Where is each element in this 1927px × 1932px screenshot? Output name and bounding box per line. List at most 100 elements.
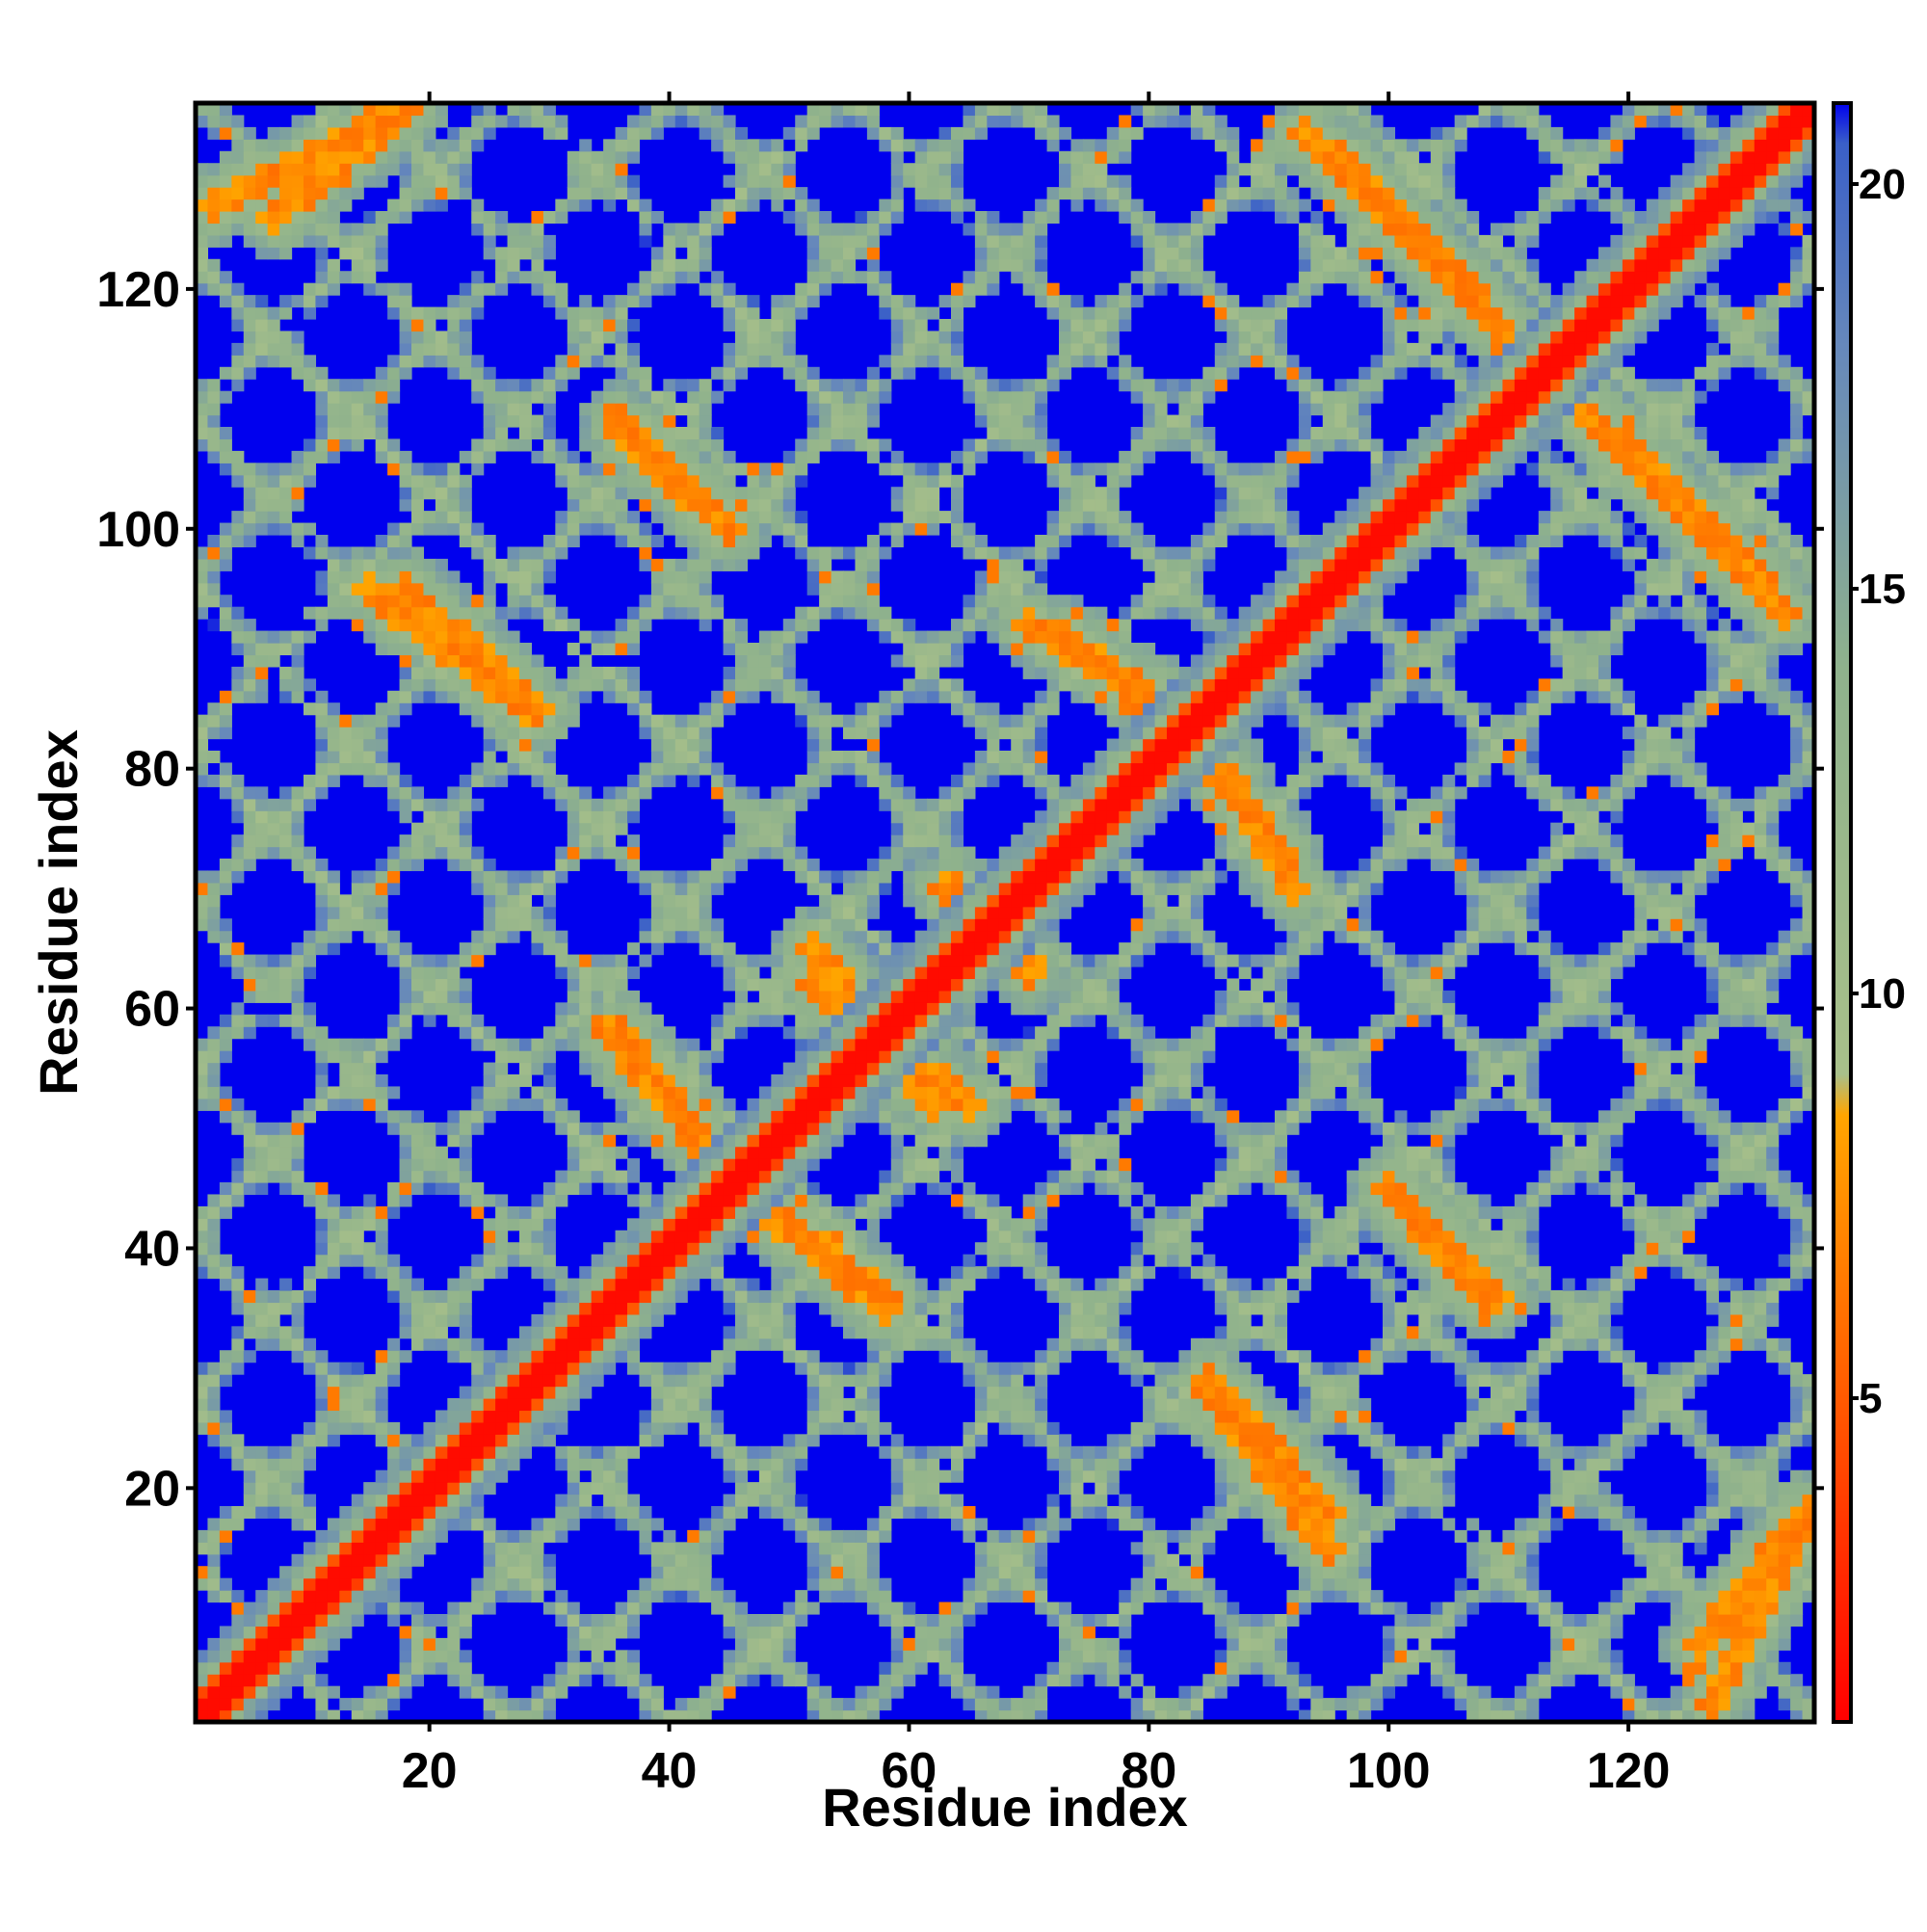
heatmap-cell <box>1262 954 1276 967</box>
heatmap-cell <box>1059 1637 1072 1651</box>
heatmap-cell <box>1227 978 1240 992</box>
heatmap-cell <box>1478 1398 1491 1412</box>
heatmap-cell <box>1262 1529 1276 1543</box>
heatmap-cell <box>998 1362 1012 1375</box>
heatmap-cell <box>459 1661 472 1675</box>
heatmap-cell <box>267 1134 280 1148</box>
heatmap-cell <box>1729 1482 1743 1495</box>
heatmap-cell <box>363 918 377 932</box>
heatmap-cell <box>363 906 377 919</box>
heatmap-cell <box>196 1218 209 1231</box>
heatmap-cell <box>1334 1590 1348 1603</box>
heatmap-cell <box>255 1445 269 1459</box>
heatmap-cell <box>399 1350 412 1363</box>
heatmap-cell <box>914 1014 928 1027</box>
heatmap-cell <box>531 1434 544 1447</box>
heatmap-cell <box>1682 1050 1696 1064</box>
heatmap-cell <box>1310 1458 1324 1471</box>
heatmap-cell <box>1682 1230 1696 1243</box>
heatmap-cell <box>1790 1566 1804 1579</box>
heatmap-cell <box>531 1337 544 1351</box>
heatmap-cell <box>1251 1410 1264 1423</box>
heatmap-cell <box>219 1685 232 1699</box>
heatmap-cell <box>542 1398 556 1412</box>
heatmap-cell <box>1359 1566 1372 1579</box>
heatmap-cell <box>627 1026 641 1040</box>
heatmap-cell <box>855 1553 868 1567</box>
heatmap-cell <box>1046 1601 1060 1615</box>
heatmap-cell <box>1406 1182 1419 1196</box>
heatmap-cell <box>819 1590 832 1603</box>
heatmap-cell <box>1238 990 1252 1003</box>
heatmap-cell <box>591 1050 604 1064</box>
heatmap-cell <box>1119 1098 1132 1111</box>
heatmap-cell <box>255 1650 269 1663</box>
heatmap-cell <box>663 906 676 919</box>
heatmap-cell <box>579 1170 593 1183</box>
heatmap-cell <box>1035 1074 1048 1088</box>
heatmap-cell <box>1442 1302 1456 1315</box>
heatmap-cell <box>1586 1494 1599 1507</box>
heatmap-cell <box>723 1614 736 1628</box>
heatmap-cell <box>1729 1014 1743 1027</box>
heatmap-cell <box>963 1506 976 1520</box>
heatmap-cell <box>1406 1254 1419 1267</box>
heatmap-cell <box>1275 1445 1288 1459</box>
heatmap-cell <box>771 1661 784 1675</box>
heatmap-cell <box>1214 1290 1227 1304</box>
heatmap-cell <box>1106 1170 1120 1183</box>
heatmap-cell <box>483 1266 496 1280</box>
heatmap-cell <box>711 1158 725 1172</box>
heatmap-cell <box>255 1278 269 1291</box>
heatmap-cell <box>1526 1374 1540 1388</box>
heatmap-cell <box>339 1421 353 1435</box>
heatmap-cell <box>987 1529 1000 1543</box>
heatmap-cell <box>855 918 868 932</box>
heatmap-cell <box>1202 1266 1216 1280</box>
heatmap-cell <box>1022 1386 1036 1399</box>
heatmap-cell <box>1298 1566 1311 1579</box>
heatmap-cell <box>1418 1614 1432 1628</box>
heatmap-cell <box>1454 1086 1467 1099</box>
heatmap-cell <box>255 1614 269 1628</box>
heatmap-cell <box>1550 1458 1564 1471</box>
heatmap-cell <box>363 1698 377 1711</box>
heatmap-cell <box>1334 1062 1348 1075</box>
heatmap-cell <box>1538 1458 1551 1471</box>
heatmap-cell <box>1346 1698 1359 1711</box>
heatmap-cell <box>579 1302 593 1315</box>
heatmap-cell <box>579 978 593 992</box>
heatmap-cell <box>1574 1158 1588 1172</box>
heatmap-cell <box>1610 1122 1623 1135</box>
heatmap-cell <box>1011 1542 1024 1555</box>
heatmap-cell <box>1286 1553 1300 1567</box>
heatmap-cell <box>1766 1146 1780 1159</box>
heatmap-cell <box>639 1266 652 1280</box>
heatmap-cell <box>1167 1566 1180 1579</box>
heatmap-cell <box>483 930 496 943</box>
heatmap-cell <box>795 1661 808 1675</box>
heatmap-cell <box>471 1482 485 1495</box>
heatmap-cell <box>519 1374 533 1388</box>
heatmap-cell <box>843 1014 857 1027</box>
heatmap-cell <box>603 1674 617 1687</box>
heatmap-cell <box>327 1421 340 1435</box>
heatmap-cell <box>519 918 533 932</box>
heatmap-cell <box>879 1698 892 1711</box>
heatmap-cell <box>567 1146 580 1159</box>
heatmap-cell <box>615 1506 628 1520</box>
heatmap-cell <box>1383 1326 1396 1339</box>
heatmap-cell <box>411 1182 425 1196</box>
heatmap-cell <box>782 1205 796 1219</box>
heatmap-cell <box>1491 1278 1504 1291</box>
heatmap-cell <box>495 1434 509 1447</box>
heatmap-cell <box>411 1469 425 1483</box>
heatmap-cell <box>1190 1266 1203 1280</box>
heatmap-cell <box>1514 1362 1527 1375</box>
heatmap-cell <box>1262 978 1276 992</box>
heatmap-cell <box>447 1601 461 1615</box>
heatmap-cell <box>375 1230 388 1243</box>
heatmap-cell <box>806 1685 820 1699</box>
heatmap-cell <box>399 1313 412 1327</box>
heatmap-cell <box>1790 1205 1804 1219</box>
